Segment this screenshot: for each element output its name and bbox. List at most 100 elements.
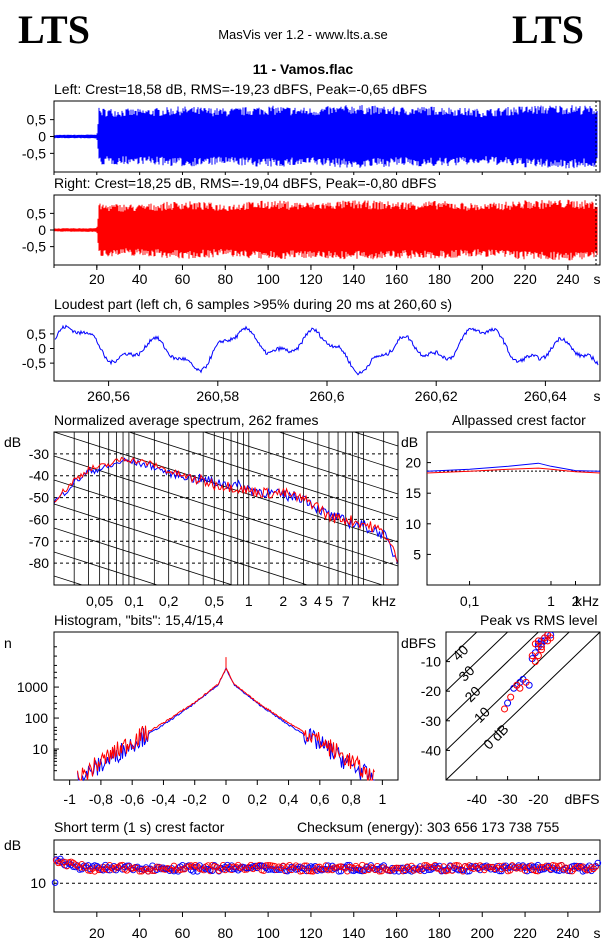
spectrum-xtick-label: 1 — [245, 593, 253, 609]
loudest-waveform — [54, 324, 599, 376]
crest-point-right — [421, 862, 428, 869]
histogram-xtick-label: -0,4 — [151, 791, 175, 807]
crest-point-right — [369, 864, 377, 872]
crest-point-left — [521, 864, 529, 871]
histogram-series-left — [77, 657, 375, 782]
crest-point-left — [202, 865, 210, 873]
peak-rms-crest-label: 40 — [449, 641, 471, 663]
crest-xtick-label: 180 — [428, 925, 452, 941]
spectrum-slope-line — [202, 432, 398, 495]
crest-xtick-label: 80 — [218, 925, 234, 941]
right-ytick-label: 0 — [38, 222, 46, 238]
crest-xtick-label: 100 — [256, 925, 280, 941]
crest-point-left — [70, 863, 77, 870]
crest-point-left — [324, 862, 332, 869]
spectrum-slope-line — [54, 624, 398, 734]
crest-xtick-label: 200 — [471, 925, 495, 941]
histogram-xtick-label: -1 — [63, 791, 76, 807]
crest-point-right — [76, 864, 83, 871]
crest-point-left — [179, 862, 186, 869]
peak-rms-crest-line — [446, 632, 509, 692]
loudest-ytick-label: 0,5 — [27, 326, 47, 342]
crest-point-right — [142, 865, 150, 873]
spectrum-grid — [54, 432, 398, 585]
right-xtick-label: 80 — [218, 271, 234, 287]
spectrum-title: Normalized average spectrum, 262 frames — [54, 412, 319, 428]
loudest-xtick-label: 260,56 — [87, 388, 130, 404]
crest-point-right — [451, 862, 458, 869]
spectrum-ytick-label: -80 — [29, 555, 49, 571]
crest-point-left — [583, 864, 591, 871]
crest-xtick-label: 160 — [385, 925, 409, 941]
crest-point-left — [594, 859, 602, 867]
spectrum-slope-line — [277, 432, 398, 471]
left-waveform — [54, 105, 598, 169]
peak-rms-xtick-label: -40 — [467, 791, 487, 807]
crest-xtick-label: 60 — [175, 925, 191, 941]
crest-xtick-label: 140 — [342, 925, 366, 941]
right-xtick-label: 120 — [299, 271, 323, 287]
app-title: MasVis ver 1.2 - www.lts.a.se — [218, 27, 388, 42]
crest-point-left — [80, 862, 88, 870]
crest-point-left — [275, 866, 283, 873]
right-xtick-label: 140 — [342, 271, 366, 287]
allpass-title: Allpassed crest factor — [452, 412, 586, 428]
checksum-annotation: Checksum (energy): 303 656 173 738 755 — [297, 819, 559, 835]
spectrum-xtick-label: 0,05 — [86, 593, 113, 609]
loudest-plot-frame — [53, 315, 601, 382]
right-xtick-label: 220 — [513, 271, 537, 287]
loudest-ytick-label: -0,5 — [22, 355, 46, 371]
crest-point-right — [307, 867, 315, 875]
allpass-xtick-label: 0,1 — [460, 593, 480, 609]
peak-rms-crest-line — [446, 632, 540, 722]
peak-rms-point-right — [537, 643, 545, 651]
left-ytick-label: 0,5 — [27, 112, 47, 128]
allpass-xtick-label: 1 — [547, 593, 555, 609]
spectrum-slope-line — [54, 479, 384, 585]
crest-point-left — [528, 866, 535, 874]
right-waveform — [54, 199, 598, 261]
file-name: 11 - Vamos.flac — [252, 61, 354, 77]
peak-rms-ytick-label: -10 — [421, 654, 441, 670]
allpass-ytick-label: 10 — [405, 516, 421, 532]
spectrum-slope-line — [54, 503, 309, 585]
peak-rms-crest-label: 0 dB — [480, 721, 512, 753]
crest-point-right — [271, 862, 278, 870]
spectrum-slope-line — [127, 432, 398, 519]
spectrum-xtick-label: 3 — [300, 593, 308, 609]
crest-point-right — [478, 863, 486, 870]
spectrum-slope-line — [54, 455, 398, 567]
spectrum-series-right — [54, 456, 398, 563]
crest-point-left — [380, 862, 387, 869]
loudest-title: Loudest part (left ch, 6 samples >95% du… — [54, 296, 452, 312]
crest-xtick-label: 40 — [132, 925, 148, 941]
right-xtick-label: 100 — [256, 271, 280, 287]
right-xtick-label: 20 — [89, 271, 105, 287]
right-xtick-label: 240 — [556, 271, 580, 287]
histogram-ytick-label: 10 — [32, 741, 48, 757]
allpass-ytick-label: 15 — [405, 485, 421, 501]
right-ytick-label: -0,5 — [22, 239, 46, 255]
peak-rms-point-right — [531, 658, 539, 666]
spectrum-ylabel: dB — [4, 434, 21, 450]
histogram-series-right — [77, 657, 375, 781]
crest-point-right — [78, 861, 86, 868]
crest-points — [52, 855, 599, 875]
right-xunit: s — [594, 271, 601, 287]
histogram-xtick-label: 1 — [378, 791, 386, 807]
crest-point-left — [277, 866, 285, 873]
spectrum-xunit: kHz — [372, 593, 396, 609]
crest-point-right — [404, 863, 411, 871]
crest-point-left — [463, 868, 471, 875]
crest-point-right — [541, 864, 548, 871]
peak-rms-ytick-label: -30 — [421, 713, 441, 729]
crest-point-right — [290, 864, 298, 872]
crest-ytick-label: 10 — [30, 875, 46, 891]
allpass-ylabel: dB — [401, 434, 418, 450]
crest-point-left — [271, 866, 278, 874]
crest-point-right — [395, 864, 402, 872]
peak-rms-xunit: dBFS — [564, 791, 599, 807]
histogram-ytick-label: 100 — [25, 710, 49, 726]
crest-point-right — [232, 863, 240, 871]
